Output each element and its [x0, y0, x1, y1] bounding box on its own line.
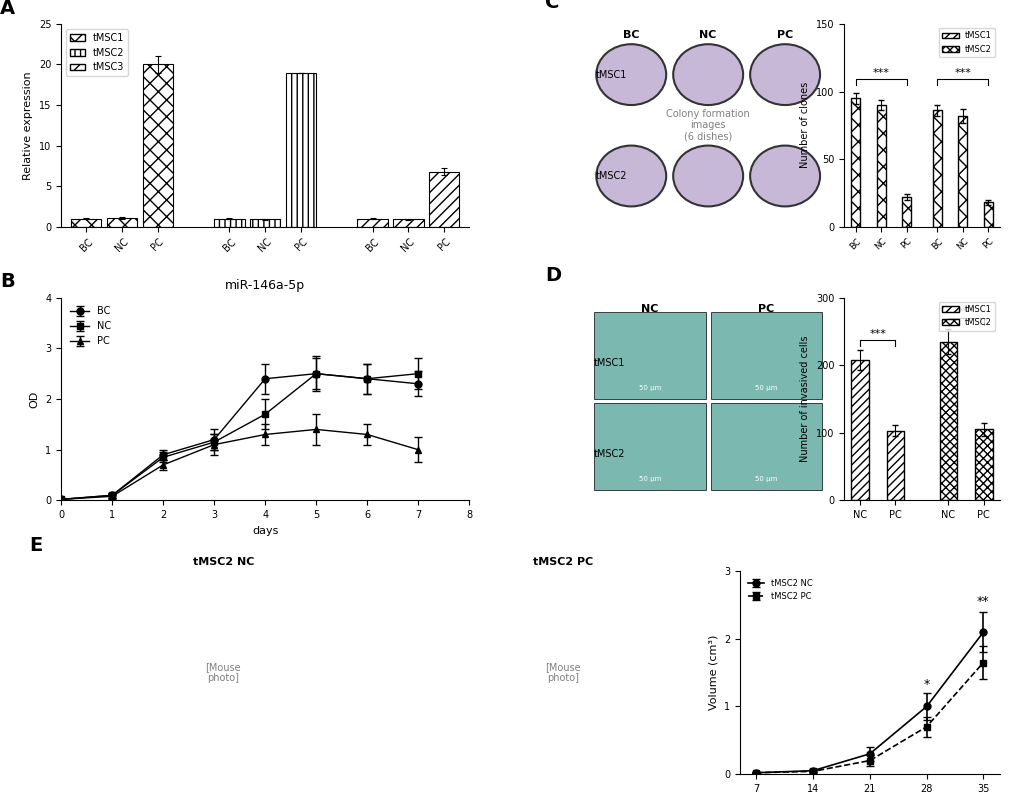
Text: ***: *** [868, 329, 886, 339]
Text: Colony formation
images
(6 dishes): Colony formation images (6 dishes) [665, 109, 749, 142]
Y-axis label: Number of clones: Number of clones [800, 82, 810, 168]
Bar [429, 172, 459, 227]
Bar [285, 73, 316, 227]
Text: [Mouse
photo]: [Mouse photo] [206, 662, 240, 684]
Bar [886, 431, 903, 500]
Bar [938, 342, 956, 500]
Text: ***: *** [953, 68, 970, 78]
Bar [957, 116, 966, 227]
Text: tMSC2: tMSC2 [593, 448, 625, 459]
Text: ***: *** [872, 68, 889, 78]
Bar [357, 219, 387, 227]
Bar [143, 65, 173, 227]
Text: PC: PC [757, 304, 773, 314]
Text: 50 μm: 50 μm [754, 385, 776, 391]
Circle shape [749, 145, 819, 207]
Bar [250, 219, 280, 227]
Text: 50 μm: 50 μm [638, 476, 660, 482]
Y-axis label: Volume (cm³): Volume (cm³) [708, 635, 718, 710]
Circle shape [673, 44, 743, 105]
Title: miR-146a-5p: miR-146a-5p [225, 279, 305, 292]
Text: tMSC1: tMSC1 [596, 69, 627, 80]
Text: PC: PC [776, 30, 793, 40]
Circle shape [673, 145, 743, 207]
Y-axis label: Number of invasived cells: Number of invasived cells [800, 336, 810, 462]
Text: B: B [0, 272, 14, 291]
Legend: BC, NC, PC: BC, NC, PC [66, 302, 115, 350]
Bar [974, 429, 991, 500]
Text: 50 μm: 50 μm [754, 476, 776, 482]
Bar [214, 219, 245, 227]
Bar [392, 219, 423, 227]
Text: A: A [0, 0, 15, 18]
Bar [851, 98, 859, 227]
X-axis label: days: days [252, 526, 278, 535]
Text: NC: NC [641, 304, 658, 314]
Text: *: * [922, 678, 929, 690]
Bar [982, 203, 991, 227]
Legend: tMSC1, tMSC2: tMSC1, tMSC2 [937, 302, 995, 330]
Legend: tMSC2 NC, tMSC2 PC: tMSC2 NC, tMSC2 PC [744, 575, 815, 604]
Text: ***: *** [957, 307, 973, 318]
Bar [593, 312, 705, 399]
Text: NC: NC [699, 30, 716, 40]
Bar [901, 197, 910, 227]
Bar [71, 219, 101, 227]
Bar [107, 218, 138, 227]
Text: E: E [29, 536, 42, 555]
Y-axis label: Relative expression: Relative expression [23, 71, 34, 180]
Bar [876, 105, 884, 227]
Y-axis label: OD: OD [30, 390, 40, 408]
Circle shape [596, 44, 665, 105]
Bar [931, 110, 941, 227]
Circle shape [596, 145, 665, 207]
Text: tMSC2: tMSC2 [596, 171, 627, 181]
Text: tMSC1: tMSC1 [593, 358, 625, 368]
Text: D: D [544, 267, 560, 286]
Text: C: C [544, 0, 558, 12]
Text: [Mouse
photo]: [Mouse photo] [544, 662, 580, 684]
Circle shape [749, 44, 819, 105]
Text: tMSC2 NC: tMSC2 NC [193, 557, 254, 567]
Legend: tMSC1, tMSC2, tMSC3: tMSC1, tMSC2, tMSC3 [66, 29, 127, 77]
Bar [710, 312, 821, 399]
Text: tMSC2 PC: tMSC2 PC [532, 557, 592, 567]
Bar [851, 360, 868, 500]
Bar [593, 403, 705, 490]
Text: BC: BC [623, 30, 639, 40]
Bar [710, 403, 821, 490]
Text: 50 μm: 50 μm [638, 385, 660, 391]
Text: **: ** [976, 595, 988, 608]
Legend: tMSC1, tMSC2: tMSC1, tMSC2 [937, 28, 995, 57]
